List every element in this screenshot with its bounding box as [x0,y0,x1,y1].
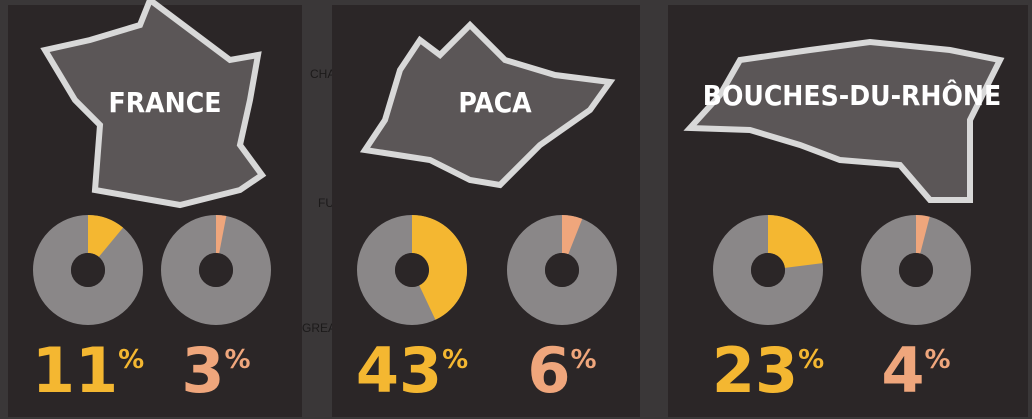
value-label: 3% [181,334,250,407]
donut-hole [395,253,429,287]
donut-hole [899,253,933,287]
value-label: 43% [356,334,468,407]
donut-wedge [916,215,930,254]
map-paca [359,20,616,189]
donut-hole [71,253,105,287]
value-number: 11 [32,334,118,407]
donut-wedge [216,215,227,254]
value-unit: % [798,345,824,375]
donut-wedge [562,215,583,255]
donut-wedge [88,215,124,257]
panel-title: BOUCHES-DU-RHÔNE [703,78,1001,112]
value-number: 6 [527,334,570,407]
donut-wedge [412,215,467,320]
donut-hole [545,253,579,287]
value-label: 23% [712,334,824,407]
value-label: 11% [32,334,144,407]
value-label: 4% [881,334,950,407]
panel-title: PACA [458,86,532,119]
value-label: 6% [527,334,596,407]
value-unit: % [571,345,597,375]
donut-hole [199,253,233,287]
panel-title: FRANCE [109,86,222,119]
value-number: 3 [181,334,224,407]
value-unit: % [225,345,251,375]
value-number: 4 [881,334,924,407]
value-number: 43 [356,334,442,407]
donut-wedge [768,215,823,268]
value-unit: % [442,345,468,375]
value-unit: % [118,345,144,375]
map-france [40,0,267,209]
value-number: 23 [712,334,798,407]
donut-hole [751,253,785,287]
map-bouches-du-rhone [683,38,1005,203]
value-unit: % [925,345,951,375]
